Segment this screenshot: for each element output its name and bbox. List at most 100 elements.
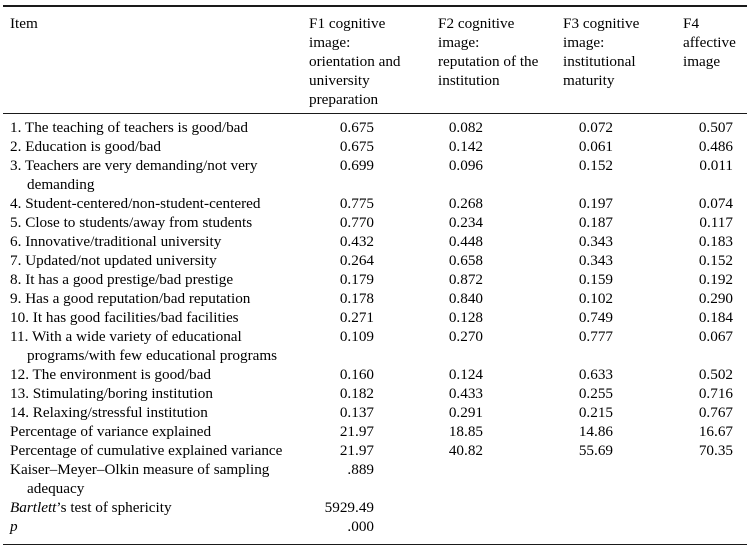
item-label-cell: 14. Relaxing/stressful institution xyxy=(3,403,303,422)
item-label: Percentage of variance explained xyxy=(3,422,303,441)
value-cell: 0.291 xyxy=(448,404,483,421)
value-cell: 0.124 xyxy=(448,366,483,383)
table-row: 9. Has a good reputation/bad reputation 0… xyxy=(3,289,747,308)
item-label: Bartlett’s test of sphericity xyxy=(3,498,303,517)
table-row: 1. The teaching of teachers is good/bad 0… xyxy=(3,114,747,138)
item-label-cell: 5. Close to students/away from students xyxy=(3,213,303,232)
item-label: 6. Innovative/traditional university xyxy=(3,232,303,251)
table-row: Bartlett’s test of sphericity 5929.49 xyxy=(3,498,747,517)
item-label-text: 10. It has good facilities/bad facilitie… xyxy=(10,309,239,326)
column-header-f1-cognitive-image: F1 cognitive image: orientation and univ… xyxy=(303,6,433,114)
table-row: Percentage of variance explained 21.97 18.… xyxy=(3,422,747,441)
value-cell: 5929.49 xyxy=(324,499,374,516)
factor-loadings-table: Item F1 cognitive image: orientation and… xyxy=(3,5,747,545)
value-cell: 0.343 xyxy=(578,233,613,250)
table-row: Kaiser–Meyer–Olkin measure of sampling a… xyxy=(3,460,747,498)
item-label-text: 14. Relaxing/stressful institution xyxy=(10,404,208,421)
item-label-text: 2. Education is good/bad xyxy=(10,138,162,155)
value-cell: 0.270 xyxy=(448,328,483,345)
item-label-text: 13. Stimulating/boring institution xyxy=(10,385,213,402)
item-label-cell: Percentage of variance explained xyxy=(3,422,303,441)
value-cell xyxy=(558,517,678,545)
item-label-cell: 13. Stimulating/boring institution xyxy=(3,384,303,403)
value-cell: 18.85 xyxy=(448,423,483,440)
value-cell: 0.507 xyxy=(698,119,733,136)
item-label: 5. Close to students/away from students xyxy=(3,213,303,232)
value-cell: 55.69 xyxy=(578,442,613,459)
table-row: 13. Stimulating/boring institution 0.182 0… xyxy=(3,384,747,403)
value-cell: 0.072 xyxy=(578,119,613,136)
value-cell: 0.767 xyxy=(698,404,733,421)
value-cell xyxy=(558,498,678,517)
item-label-cell: 11. With a wide variety of educational p… xyxy=(3,327,303,365)
value-cell: 0.142 xyxy=(448,138,483,155)
value-cell: 0.192 xyxy=(698,271,733,288)
item-label-text: 11. With a wide variety of educational p… xyxy=(10,328,278,364)
value-cell xyxy=(678,460,747,498)
item-label-cell: 7. Updated/not updated university xyxy=(3,251,303,270)
table-row: 12. The environment is good/bad 0.160 0.12… xyxy=(3,365,747,384)
value-cell: 14.86 xyxy=(578,423,613,440)
item-label-cell: Percentage of cumulative explained varia… xyxy=(3,441,303,460)
item-label-text: Kaiser–Meyer–Olkin measure of sampling a… xyxy=(10,461,270,497)
value-cell: 0.187 xyxy=(578,214,613,231)
item-label: p xyxy=(3,517,303,536)
value-cell: 0.109 xyxy=(339,328,374,345)
value-cell: 0.675 xyxy=(339,138,374,155)
value-cell: 0.197 xyxy=(578,195,613,212)
table-row: 14. Relaxing/stressful institution 0.137 0… xyxy=(3,403,747,422)
value-cell: 0.152 xyxy=(698,252,733,269)
value-cell: 0.117 xyxy=(699,214,733,231)
value-cell: 0.486 xyxy=(698,138,733,155)
value-cell: 0.082 xyxy=(448,119,483,136)
value-cell: 0.840 xyxy=(448,290,483,307)
item-label-cell: 6. Innovative/traditional university xyxy=(3,232,303,251)
value-cell: 0.096 xyxy=(448,157,483,174)
item-label: 13. Stimulating/boring institution xyxy=(3,384,303,403)
item-label-text: 1. The teaching of teachers is good/bad xyxy=(10,119,249,136)
header-row: Item F1 cognitive image: orientation and… xyxy=(3,6,747,114)
item-label-text: Bartlett xyxy=(10,499,57,516)
column-header-f4-affective-image: F4 affective image xyxy=(678,6,747,114)
value-cell: 0.160 xyxy=(339,366,374,383)
value-cell: 21.97 xyxy=(339,423,374,440)
value-cell: 0.215 xyxy=(578,404,613,421)
value-cell: 0.675 xyxy=(339,119,374,136)
item-label: 3. Teachers are very demanding/not very … xyxy=(3,156,303,194)
item-label-text: 7. Updated/not updated university xyxy=(10,252,217,269)
column-header-f2-cognitive-image: F2 cognitive image: reputation of the in… xyxy=(433,6,558,114)
item-label-cell: 4. Student-centered/non-student-centered xyxy=(3,194,303,213)
item-label-cell: 8. It has a good prestige/bad prestige xyxy=(3,270,303,289)
value-cell: 0.182 xyxy=(339,385,374,402)
item-label-text: 8. It has a good prestige/bad prestige xyxy=(10,271,234,288)
value-cell xyxy=(678,498,747,517)
item-label-text: 4. Student-centered/non-student-centered xyxy=(10,195,261,212)
column-header-item: Item xyxy=(3,6,303,114)
table-row: 3. Teachers are very demanding/not very … xyxy=(3,156,747,194)
item-label-text: 12. The environment is good/bad xyxy=(10,366,211,383)
item-label-text: ’s test of sphericity xyxy=(56,499,172,516)
value-cell: 0.067 xyxy=(698,328,733,345)
value-cell: 0.183 xyxy=(698,233,733,250)
value-cell: 0.102 xyxy=(578,290,613,307)
item-label: 12. The environment is good/bad xyxy=(3,365,303,384)
item-label-text: 5. Close to students/away from students xyxy=(10,214,253,231)
item-label-cell: Kaiser–Meyer–Olkin measure of sampling a… xyxy=(3,460,303,498)
value-cell: 0.343 xyxy=(578,252,613,269)
value-cell: 21.97 xyxy=(339,442,374,459)
item-label: 9. Has a good reputation/bad reputation xyxy=(3,289,303,308)
value-cell: 0.128 xyxy=(448,309,483,326)
table-row: Percentage of cumulative explained varia… xyxy=(3,441,747,460)
item-label: 10. It has good facilities/bad facilitie… xyxy=(3,308,303,327)
item-label-cell: 9. Has a good reputation/bad reputation xyxy=(3,289,303,308)
value-cell: 0.074 xyxy=(698,195,733,212)
value-cell: 0.137 xyxy=(339,404,374,421)
value-cell: 0.777 xyxy=(578,328,613,345)
table-body: 1. The teaching of teachers is good/bad 0… xyxy=(3,114,747,545)
item-label: 8. It has a good prestige/bad prestige xyxy=(3,270,303,289)
value-cell: 0.775 xyxy=(339,195,374,212)
item-label-text: Percentage of variance explained xyxy=(10,423,212,440)
item-label-cell: p xyxy=(3,517,303,545)
value-cell: 40.82 xyxy=(448,442,483,459)
